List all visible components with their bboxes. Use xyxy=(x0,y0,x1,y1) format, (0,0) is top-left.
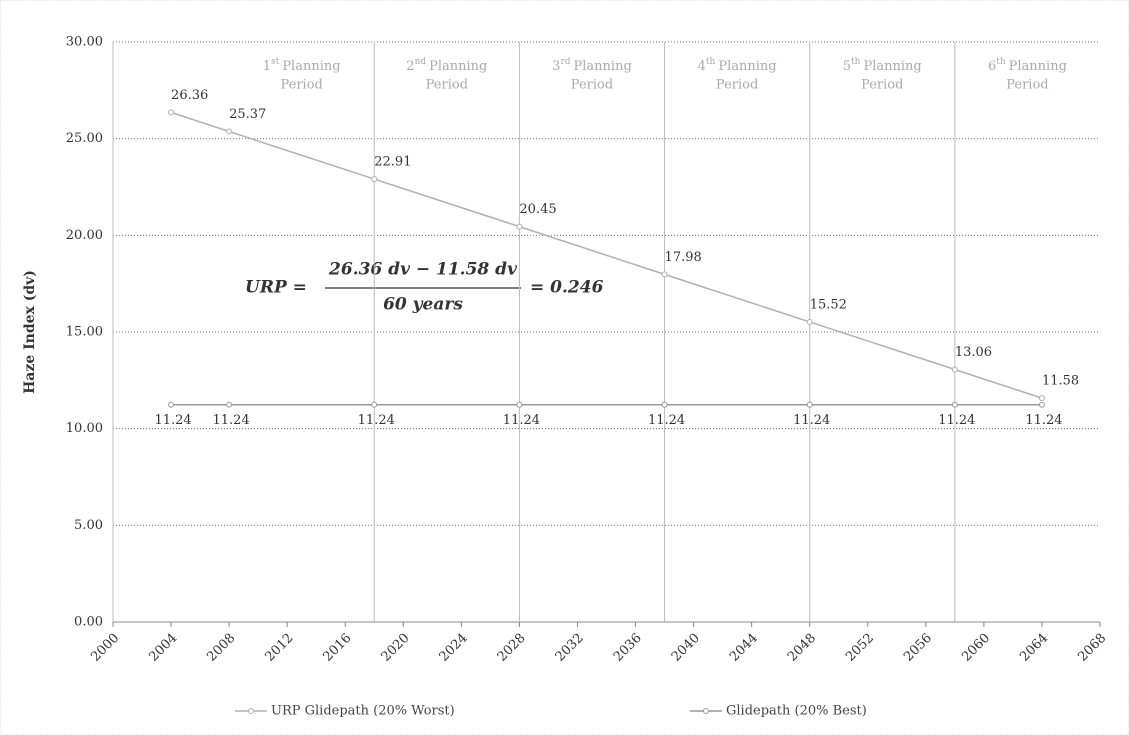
period-label-line2: Period xyxy=(1006,78,1048,93)
y-tick-label: 5.00 xyxy=(74,518,103,533)
data-point xyxy=(516,401,523,408)
period-suffix: th xyxy=(706,57,716,67)
period-suffix: nd xyxy=(415,57,427,67)
period-ordinal: 2 xyxy=(406,59,414,74)
y-axis-label: Haze Index (dv) xyxy=(22,270,38,394)
period-label-line2: Period xyxy=(571,78,613,93)
period-suffix: rd xyxy=(560,57,570,67)
period-label: 2nd Planning xyxy=(406,57,487,74)
y-tick-label: 15.00 xyxy=(66,325,103,340)
period-line1: Planning xyxy=(863,59,921,74)
period-line1: Planning xyxy=(429,59,487,74)
data-label: 11.24 xyxy=(154,413,191,428)
data-label: 11.24 xyxy=(1025,413,1062,428)
period-suffix: st xyxy=(271,57,280,67)
y-tick-label: 25.00 xyxy=(66,131,103,146)
period-ordinal: 4 xyxy=(698,59,706,74)
period-label-line2: Period xyxy=(861,78,903,93)
period-suffix: th xyxy=(996,57,1006,67)
period-line1: Planning xyxy=(718,59,776,74)
data-point xyxy=(806,401,813,408)
data-label: 25.37 xyxy=(229,107,266,122)
period-label: 4th Planning xyxy=(698,57,777,74)
y-tick-label: 20.00 xyxy=(66,228,103,243)
data-label: 11.24 xyxy=(358,413,395,428)
data-label: 11.24 xyxy=(793,413,830,428)
period-ordinal: 6 xyxy=(988,59,996,74)
period-ordinal: 5 xyxy=(843,59,851,74)
y-tick-label: 30.00 xyxy=(66,35,103,50)
period-line1: Planning xyxy=(1009,59,1067,74)
data-point xyxy=(661,271,668,278)
data-point xyxy=(226,128,233,135)
equation-numerator: 26.36 dv − 11.58 dv xyxy=(328,260,518,280)
period-suffix: th xyxy=(851,57,861,67)
period-label: 6th Planning xyxy=(988,57,1067,74)
period-label-line2: Period xyxy=(426,78,468,93)
period-label: 1st Planning xyxy=(263,57,341,74)
y-tick-label: 0.00 xyxy=(74,615,103,630)
equation-rhs: = 0.246 xyxy=(530,278,604,298)
data-label: 13.06 xyxy=(955,345,992,360)
data-point xyxy=(226,401,233,408)
period-label: 3rd Planning xyxy=(552,57,632,74)
period-line1: Planning xyxy=(282,59,340,74)
period-label-line2: Period xyxy=(280,78,322,93)
equation-denominator: 60 years xyxy=(383,295,463,315)
data-point xyxy=(661,401,668,408)
data-label: 11.24 xyxy=(648,413,685,428)
data-label: 15.52 xyxy=(810,297,847,312)
series-line xyxy=(170,111,1043,399)
equation-lhs: URP = xyxy=(245,278,307,298)
data-point xyxy=(516,223,523,230)
data-point xyxy=(371,401,378,408)
data-label: 17.98 xyxy=(665,250,702,265)
data-point xyxy=(1038,395,1045,402)
legend-label: Glidepath (20% Best) xyxy=(726,704,867,719)
data-point xyxy=(168,401,175,408)
period-ordinal: 1 xyxy=(263,59,271,74)
period-label-line2: Period xyxy=(716,78,758,93)
data-point xyxy=(168,109,175,116)
period-ordinal: 3 xyxy=(552,59,560,74)
data-label: 26.36 xyxy=(171,88,208,103)
data-point xyxy=(371,176,378,183)
legend-marker xyxy=(248,708,254,714)
legend-label: URP Glidepath (20% Worst) xyxy=(271,704,455,719)
period-label: 5th Planning xyxy=(843,57,922,74)
data-point xyxy=(1038,401,1045,408)
data-point xyxy=(951,401,958,408)
legend-marker xyxy=(703,708,709,714)
y-tick-label: 10.00 xyxy=(66,421,103,436)
data-label: 22.91 xyxy=(374,155,411,170)
data-point xyxy=(806,318,813,325)
data-label: 20.45 xyxy=(519,202,556,217)
period-line1: Planning xyxy=(574,59,632,74)
data-label: 11.24 xyxy=(213,413,250,428)
data-label: 11.58 xyxy=(1042,374,1079,389)
data-point xyxy=(951,366,958,373)
data-label: 11.24 xyxy=(938,413,975,428)
equation: URP = 26.36 dv − 11.58 dv 60 years = 0.2… xyxy=(245,260,604,315)
data-label: 11.24 xyxy=(503,413,540,428)
